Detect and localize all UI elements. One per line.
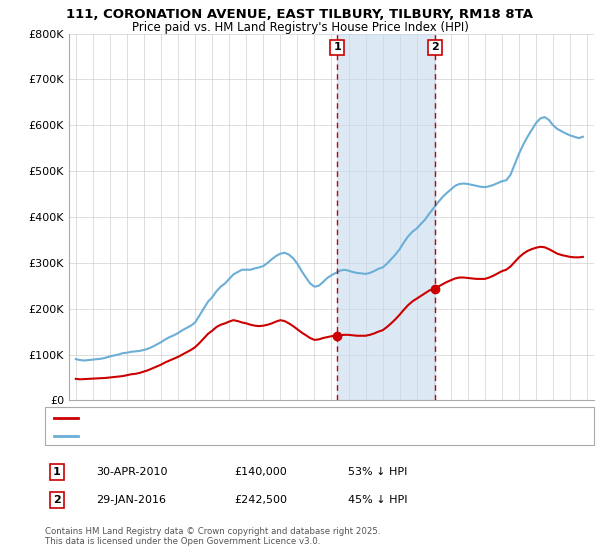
Text: 111, CORONATION AVENUE, EAST TILBURY, TILBURY, RM18 8TA (detached house): 111, CORONATION AVENUE, EAST TILBURY, TI… bbox=[83, 413, 488, 423]
Text: HPI: Average price, detached house, Thurrock: HPI: Average price, detached house, Thur… bbox=[83, 431, 311, 441]
Text: 1: 1 bbox=[53, 467, 61, 477]
Text: 45% ↓ HPI: 45% ↓ HPI bbox=[348, 495, 407, 505]
Text: 29-JAN-2016: 29-JAN-2016 bbox=[96, 495, 166, 505]
Text: Price paid vs. HM Land Registry's House Price Index (HPI): Price paid vs. HM Land Registry's House … bbox=[131, 21, 469, 34]
Text: £242,500: £242,500 bbox=[234, 495, 287, 505]
Text: Contains HM Land Registry data © Crown copyright and database right 2025.
This d: Contains HM Land Registry data © Crown c… bbox=[45, 526, 380, 546]
Text: 53% ↓ HPI: 53% ↓ HPI bbox=[348, 467, 407, 477]
Text: 30-APR-2010: 30-APR-2010 bbox=[96, 467, 167, 477]
Text: 2: 2 bbox=[431, 43, 439, 52]
Bar bbox=[337, 34, 435, 400]
Text: 2: 2 bbox=[53, 495, 61, 505]
Text: £140,000: £140,000 bbox=[234, 467, 287, 477]
Text: 111, CORONATION AVENUE, EAST TILBURY, TILBURY, RM18 8TA: 111, CORONATION AVENUE, EAST TILBURY, TI… bbox=[67, 8, 533, 21]
Text: 1: 1 bbox=[333, 43, 341, 52]
